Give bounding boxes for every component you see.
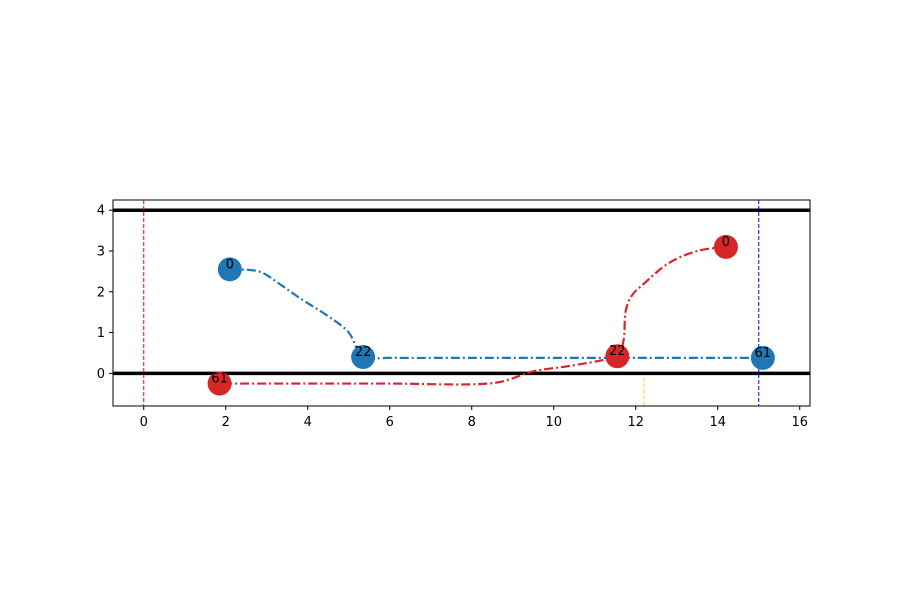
y-tick-label: 0 (97, 367, 105, 382)
series-line-1 (219, 245, 727, 386)
axes-frame (112, 199, 811, 407)
series-1-marker (605, 344, 630, 369)
x-tick-label: 8 (468, 415, 476, 430)
series-1-marker-label: 0 (722, 235, 730, 250)
y-tick-label: 2 (97, 285, 105, 300)
x-tick-label: 0 (140, 415, 148, 430)
series-1-marker-label: 22 (609, 344, 626, 359)
y-tick-label: 1 (97, 326, 105, 341)
y-tick-label: 4 (97, 204, 105, 219)
y-tick-label: 3 (97, 244, 105, 259)
series-1-marker (713, 234, 738, 259)
series-1-marker-label: 61 (211, 372, 228, 387)
series-0-marker-label: 61 (755, 346, 772, 361)
series-0-marker (217, 257, 242, 282)
series-0-marker (351, 345, 376, 370)
x-tick-label: 14 (709, 415, 726, 430)
x-tick-label: 12 (627, 415, 644, 430)
x-tick-label: 2 (222, 415, 230, 430)
x-tick-label: 4 (304, 415, 312, 430)
series-line-0 (229, 268, 763, 361)
series-0-marker-label: 0 (226, 257, 234, 272)
x-tick-label: 6 (386, 415, 394, 430)
series-1-marker (207, 371, 232, 396)
x-tick-label: 10 (545, 415, 562, 430)
x-tick-label: 16 (791, 415, 808, 430)
series-0-marker (750, 345, 775, 370)
series-0-marker-label: 22 (355, 345, 372, 360)
